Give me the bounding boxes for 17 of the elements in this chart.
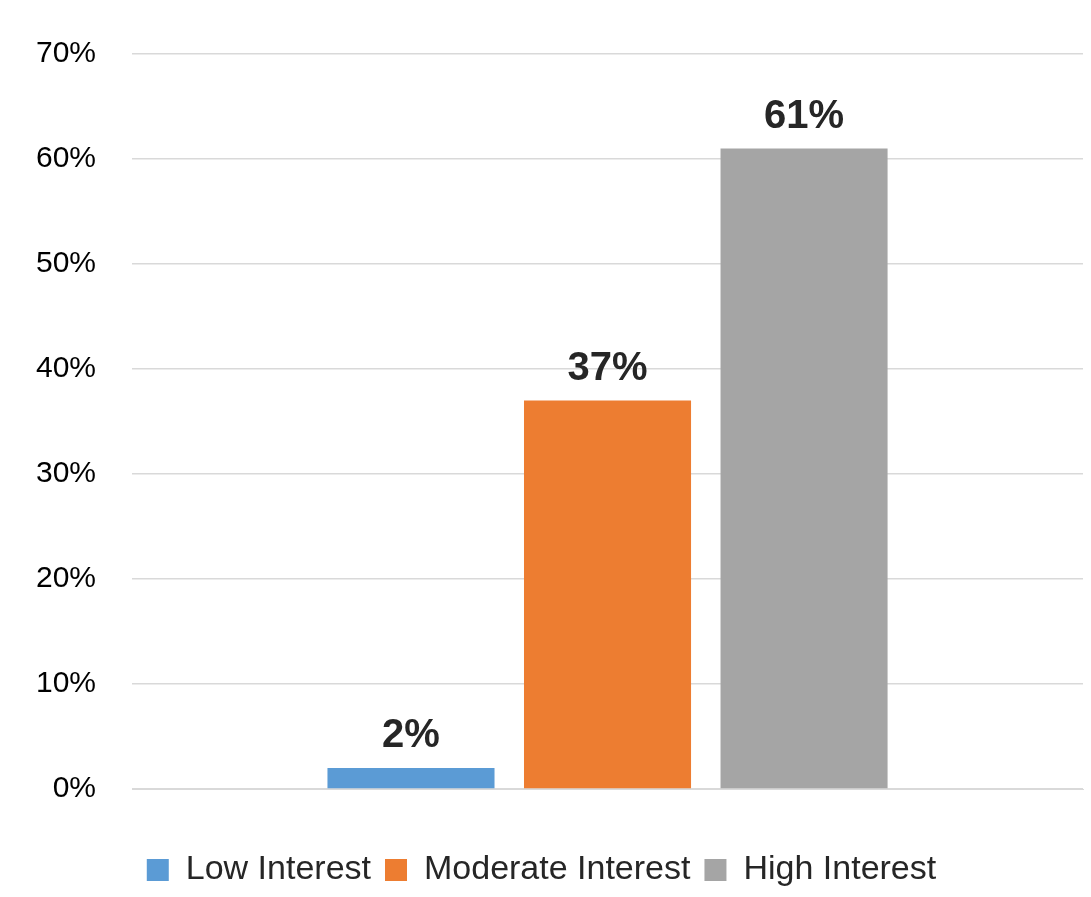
data-label: 61% (764, 91, 845, 136)
data-label: 37% (567, 343, 648, 388)
bar (524, 400, 692, 789)
y-tick-label: 60% (36, 140, 97, 174)
data-label: 2% (382, 711, 440, 756)
y-tick-label: 70% (36, 35, 97, 69)
legend-label: Low Interest (185, 848, 372, 887)
legend-label: Moderate Interest (423, 848, 692, 887)
y-tick-label: 40% (36, 350, 97, 384)
y-tick-label: 30% (36, 455, 97, 489)
bar (327, 768, 495, 789)
y-tick-label: 50% (36, 245, 97, 279)
y-tick-label: 0% (52, 770, 97, 804)
legend-label: High Interest (743, 848, 937, 887)
y-tick-label: 20% (36, 560, 97, 594)
bar (720, 148, 888, 789)
y-tick-label: 10% (36, 665, 97, 699)
